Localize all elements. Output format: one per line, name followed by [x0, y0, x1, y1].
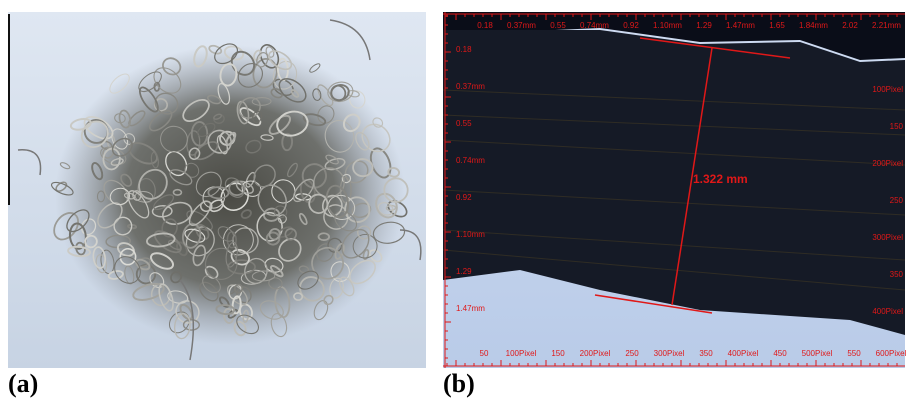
ruler-label: 0.92: [456, 193, 472, 202]
ruler-label: 1.84mm: [799, 21, 828, 30]
ruler-label: 2.02: [842, 21, 858, 30]
ruler-label: 450: [773, 349, 787, 358]
ruler-label: 600Pixel: [876, 349, 907, 358]
ruler-label: 1.10mm: [653, 21, 682, 30]
ruler-label: 1.47mm: [456, 304, 485, 313]
ruler-label: 250: [890, 196, 904, 205]
measurement-label: 1.322 mm: [693, 172, 748, 186]
ruler-label: 1.47mm: [726, 21, 755, 30]
ruler-label: 350: [699, 349, 713, 358]
ruler-label: 0.92: [623, 21, 639, 30]
ruler-label: 300Pixel: [872, 233, 903, 242]
ruler-label: 0.74mm: [456, 156, 485, 165]
micrograph: 1.322 mm 0.18 0.37mm 0.55 0.74mm 0.92 1.10mm 1…: [443, 12, 907, 368]
ruler-label: 200Pixel: [872, 159, 903, 168]
ruler-label: 150: [890, 122, 904, 131]
ruler-label: 100Pixel: [872, 85, 903, 94]
photo-chips: [8, 12, 426, 368]
ruler-label: 300Pixel: [654, 349, 685, 358]
ruler-label: 1.10mm: [456, 230, 485, 239]
panel-label: (b): [443, 369, 475, 398]
ruler-label: 400Pixel: [872, 307, 903, 316]
ruler-label: 0.55: [456, 119, 472, 128]
ruler-label: 0.18: [456, 45, 472, 54]
ruler-label: 350: [890, 270, 904, 279]
ruler-label: 150: [551, 349, 565, 358]
ruler-label: 1.29: [456, 267, 472, 276]
ruler-label: 2.21mm: [872, 21, 901, 30]
ruler-label: 200Pixel: [580, 349, 611, 358]
ruler-label: 0.18: [477, 21, 493, 30]
panel-label: (a): [8, 369, 38, 398]
ruler-label: 250: [625, 349, 639, 358]
ruler-label: 1.65: [769, 21, 785, 30]
ruler-label: 0.37mm: [507, 21, 536, 30]
ruler-label: 1.29: [696, 21, 712, 30]
ruler-label: 550: [847, 349, 861, 358]
ruler-label: 0.37mm: [456, 82, 485, 91]
ruler-label: 0.55: [550, 21, 566, 30]
ruler-label: 100Pixel: [506, 349, 537, 358]
ruler-label: 0.74mm: [580, 21, 609, 30]
ruler-label: 400Pixel: [728, 349, 759, 358]
ruler-label: 500Pixel: [802, 349, 833, 358]
ruler-label: 50: [480, 349, 489, 358]
figure: 1.322 mm 0.18 0.37mm 0.55 0.74mm 0.92 1.10mm 1…: [0, 0, 907, 400]
